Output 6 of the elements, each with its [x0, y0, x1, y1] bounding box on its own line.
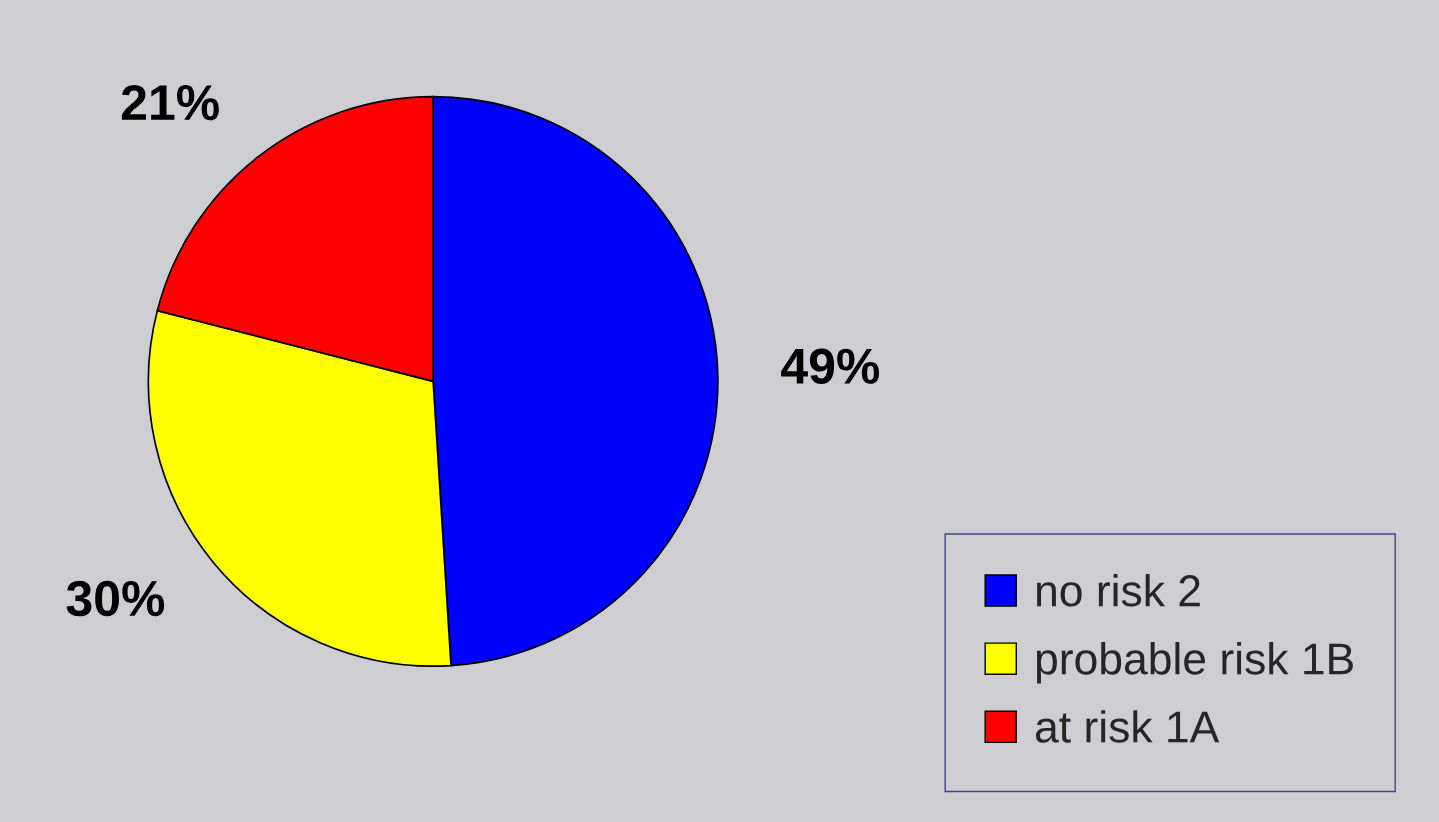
legend-label: no risk 2	[1037, 573, 1200, 607]
data-label: 21%	[121, 84, 219, 121]
data-label: 30%	[66, 580, 165, 617]
legend-label: probable risk 1B	[1036, 642, 1353, 684]
legend-label: at risk 1A	[1035, 710, 1220, 743]
data-label: 49%	[781, 348, 880, 384]
